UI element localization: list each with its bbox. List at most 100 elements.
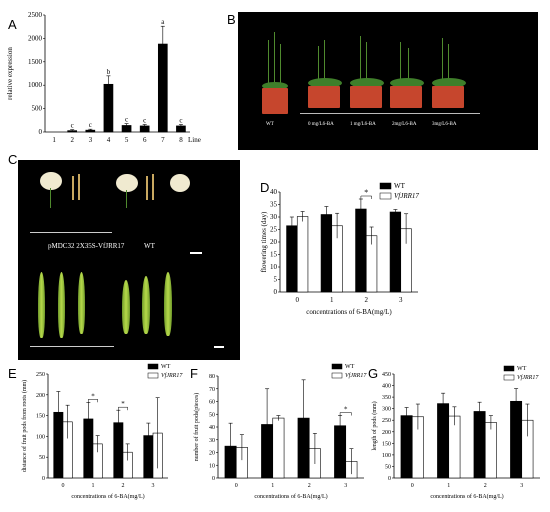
legend-swatch: [147, 363, 159, 370]
y-tick-label: 40: [209, 425, 215, 431]
bar: [448, 415, 461, 479]
plant-stem: [408, 48, 409, 88]
chart-a-expression: 0 500 1000 1500 2000 2500 1 c 2 c 3 b 4 c 5 c 6 a 7 c 8 Line r…: [6, 11, 201, 144]
y-tick-label: 300: [382, 407, 391, 413]
flower: [170, 174, 190, 192]
legend-swatch: [331, 363, 343, 370]
y-tick-label: 50: [209, 412, 215, 418]
y-tick-label: 50: [39, 455, 45, 461]
significance-letter: a: [161, 18, 165, 26]
plant-stem: [400, 42, 401, 88]
x-tick-label: 2: [122, 483, 125, 489]
x-tick-label: 1: [330, 296, 334, 304]
plant-stem: [324, 40, 325, 88]
plant-pot: [308, 86, 340, 108]
significance-letter: c: [71, 122, 74, 130]
fruit-pod: [164, 272, 172, 336]
plant-stem: [280, 44, 281, 90]
y-tick-label: 150: [36, 414, 45, 420]
x-tick-label: 2: [70, 136, 74, 144]
y-tick-label: 350: [382, 395, 391, 401]
x-tick-label: 5: [125, 136, 129, 144]
bar: [389, 211, 402, 293]
x-tick-label: 1: [271, 483, 274, 489]
x-axis-label: concentrations of 6-BA(mg/L): [306, 308, 392, 316]
y-tick-label: 500: [32, 105, 43, 113]
y-tick-label: 20: [209, 451, 215, 457]
y-tick-label: 150: [382, 441, 391, 447]
plant-stem: [360, 36, 361, 88]
flower: [116, 174, 138, 192]
flower-stalk: [126, 190, 127, 208]
x-axis-suffix: Line: [188, 136, 201, 144]
y-tick-label: 200: [382, 430, 391, 436]
y-tick-label: 50: [385, 464, 391, 470]
photo-b-label-0: 0 mg/L6-BA: [308, 122, 334, 127]
legend-label: VfJRR17: [517, 374, 539, 381]
legend-swatch: [331, 372, 343, 379]
x-tick-label: 3: [344, 483, 347, 489]
plant-leaf: [308, 78, 342, 88]
x-tick-label: 0: [411, 483, 414, 489]
significance-star: *: [91, 392, 95, 400]
y-axis-label: number of fruit pods(pieces): [193, 393, 200, 461]
fruit-pod: [122, 280, 130, 334]
plant-stem: [366, 42, 367, 88]
x-tick-label: 0: [235, 483, 238, 489]
significance-letter: b: [107, 68, 111, 76]
y-tick-label: 10: [270, 263, 278, 271]
legend-swatch: [379, 182, 392, 190]
plant-leaf: [390, 78, 424, 88]
y-axis-label: flowering times (day): [260, 211, 268, 272]
bar: [437, 403, 450, 479]
bar: [355, 208, 367, 293]
significance-letter: c: [143, 117, 146, 125]
significance-letter: c: [125, 116, 128, 124]
plant-stem: [448, 44, 449, 88]
bar: [272, 417, 285, 479]
y-axis-label: length of pods (mm): [371, 401, 378, 450]
chart-f-number-of-pods: 0 10 20 30 40 50 60 70 80 0 1 2 3 * number of fruit po…: [193, 363, 367, 500]
x-tick-label: 1: [52, 136, 56, 144]
y-tick-label: 100: [36, 434, 45, 440]
stamen: [152, 174, 154, 200]
y-tick-label: 250: [36, 372, 45, 378]
panel-label-c: C: [8, 152, 18, 167]
y-tick-label: 0: [388, 476, 391, 482]
fruit-pod: [38, 272, 45, 338]
scale-line: [30, 232, 112, 233]
photo-c-label-transgenic: pMDC32 2X35S-VfJRR17: [48, 242, 125, 250]
legend-swatch: [503, 374, 515, 381]
significance-bracket: [118, 406, 128, 411]
plant-leaf: [262, 82, 288, 90]
photo-c-flowers-pods: pMDC32 2X35S-VfJRR17 WT: [18, 160, 240, 360]
significance-bracket: [88, 399, 98, 403]
photo-b-label-1: 1 mg/L6-BA: [350, 122, 376, 127]
y-tick-label: 0: [42, 476, 45, 482]
plant-stem: [442, 38, 443, 88]
plant-leaf: [432, 78, 466, 88]
bar: [320, 214, 333, 293]
panel-label-a: A: [8, 17, 17, 32]
y-tick-label: 40: [270, 188, 278, 196]
chart-g-length-of-pods: 0 50 100 150 200 250 300 350 400 450 0 1 2 3 length of…: [371, 365, 540, 500]
plant-leaf: [350, 78, 384, 88]
legend-swatch: [147, 372, 159, 379]
scale-line: [300, 113, 480, 114]
y-tick-label: 35: [270, 201, 278, 209]
legend-label: WT: [517, 366, 527, 372]
x-tick-label: 3: [152, 483, 155, 489]
x-tick-label: 7: [161, 136, 165, 144]
y-tick-label: 25: [270, 226, 278, 234]
legend-label: VfJRR17: [161, 372, 183, 379]
flower-stalk: [50, 188, 51, 208]
photo-b-plants: WT 0 mg/L6-BA 1 mg/L6-BA 2mg/L6-BA 3mg/L…: [238, 12, 538, 150]
significance-letter: c: [179, 117, 182, 125]
panel-label-g: G: [368, 366, 379, 381]
stamen: [146, 176, 148, 200]
y-tick-label: 30: [270, 213, 278, 221]
scale-line: [30, 346, 114, 347]
y-tick-label: 0: [39, 128, 43, 136]
fruit-pod: [142, 276, 150, 334]
y-tick-label: 1500: [28, 58, 43, 66]
